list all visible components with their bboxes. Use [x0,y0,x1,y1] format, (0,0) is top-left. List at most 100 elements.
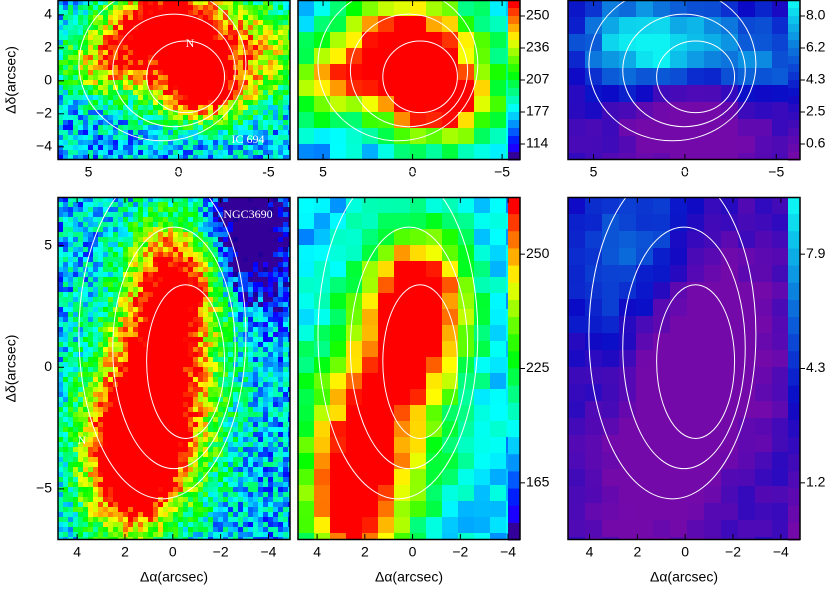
map-pixel [203,95,208,100]
map-pixel [78,140,83,145]
map-pixel [283,105,288,110]
colorbar-cell [788,136,800,145]
map-pixel [178,242,183,247]
map-pixel [108,502,113,507]
map-pixel [198,282,203,287]
map-pixel [168,100,173,105]
map-pixel [88,342,93,347]
map-pixel [113,342,118,347]
map-pixel [68,35,73,40]
map-pixel [208,487,213,492]
map-pixel [258,20,263,25]
map-pixel [183,247,188,252]
map-pixel [213,125,218,130]
map-pixel [68,145,73,150]
map-pixel [123,432,128,437]
map-pixel [88,135,93,140]
map-pixel [268,25,273,30]
map-pixel [78,522,83,527]
map-pixel [248,482,253,487]
map-pixel [63,60,68,65]
map-pixel [108,272,113,277]
map-pixel [73,207,78,212]
map-pixel [153,492,158,497]
map-pixel [73,502,78,507]
map-pixel [208,257,213,262]
map-pixel [133,462,138,467]
map-pixel [108,367,113,372]
map-pixel [218,237,223,242]
map-pixel [178,30,183,35]
map-pixel [273,252,278,257]
map-pixel [83,135,88,140]
map-pixel [63,452,68,457]
map-pixel [278,287,283,292]
map-pixel [378,144,394,160]
map-pixel [298,96,314,112]
map-pixel [273,307,278,312]
map-pixel [213,452,218,457]
map-pixel [208,135,213,140]
map-pixel [93,125,98,130]
map-pixel [188,512,193,517]
map-pixel [153,70,158,75]
map-pixel [128,105,133,110]
map-pixel [63,90,68,95]
map-pixel [93,377,98,382]
map-pixel [73,120,78,125]
map-pixel [213,522,218,527]
map-pixel [73,75,78,80]
map-pixel [687,34,704,51]
map-pixel [203,202,208,207]
colorbar-label: 114 [526,135,549,151]
map-pixel [268,457,273,462]
map-pixel [268,317,273,322]
map-pixel [474,0,490,16]
map-pixel [138,342,143,347]
map-pixel [330,32,346,48]
map-pixel [68,302,73,307]
map-pixel [138,377,143,382]
map-pixel [426,64,442,80]
map-pixel [213,482,218,487]
map-pixel [98,517,103,522]
map-pixel [98,207,103,212]
map-pixel [198,437,203,442]
map-pixel [273,472,278,477]
map-pixel [228,497,233,502]
map-pixel [128,452,133,457]
map-pixel [258,422,263,427]
map-pixel [158,277,163,282]
map-pixel [138,287,143,292]
map-pixel [188,472,193,477]
map-pixel [168,402,173,407]
map-pixel [258,247,263,252]
map-pixel [208,55,213,60]
map-pixel [268,472,273,477]
map-pixel [223,402,228,407]
map-pixel [213,35,218,40]
map-pixel [213,227,218,232]
map-pixel [223,120,228,125]
map-pixel [183,507,188,512]
map-pixel [208,227,213,232]
map-pixel [362,144,378,160]
map-pixel [263,80,268,85]
map-pixel [228,257,233,262]
map-pixel [263,110,268,115]
map-pixel [283,145,288,150]
map-pixel [253,322,258,327]
map-pixel [278,80,283,85]
map-pixel [128,497,133,502]
map-pixel [73,145,78,150]
map-pixel [173,5,178,10]
map-pixel [198,412,203,417]
map-pixel [68,432,73,437]
map-pixel [73,105,78,110]
map-pixel [128,327,133,332]
map-pixel [63,115,68,120]
map-pixel [63,282,68,287]
map-pixel [163,282,168,287]
map-pixel [98,387,103,392]
map-pixel [410,64,426,80]
